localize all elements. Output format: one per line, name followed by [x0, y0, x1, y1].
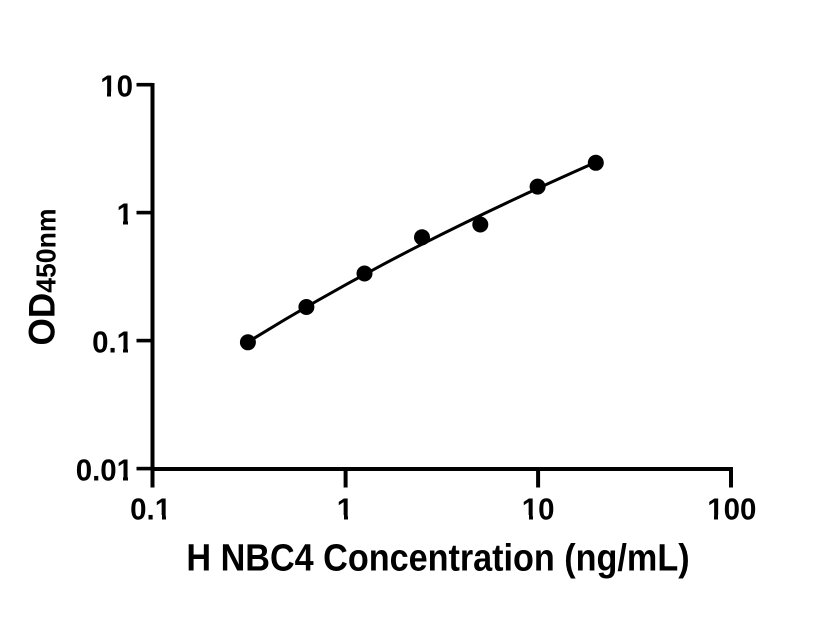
svg-text:0.01: 0.01 [76, 454, 133, 488]
svg-text:10: 10 [100, 70, 133, 104]
svg-text:0.1: 0.1 [130, 493, 171, 527]
svg-text:0.1: 0.1 [92, 326, 133, 360]
svg-text:10: 10 [522, 493, 555, 527]
svg-text:100: 100 [707, 493, 756, 527]
svg-text:1: 1 [117, 198, 133, 232]
svg-text:1: 1 [337, 493, 353, 527]
svg-text:H NBC4 Concentration (ng/mL): H NBC4 Concentration (ng/mL) [186, 536, 689, 579]
svg-text:OD450nm: OD450nm [21, 209, 63, 346]
